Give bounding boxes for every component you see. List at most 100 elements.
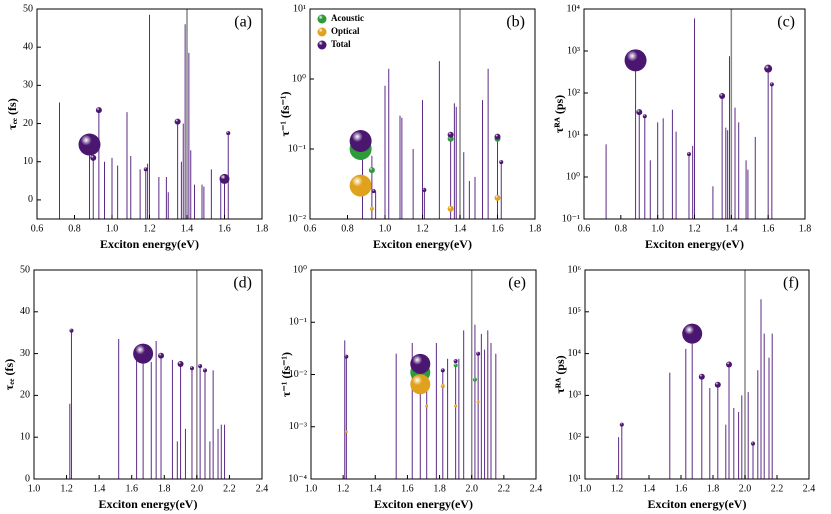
marker-ball [425,404,429,408]
marker-ball [642,114,647,119]
x-axis-label: Exciton energy(eV) [645,237,744,251]
x-tick-label: 1.4 [93,483,106,494]
y-tick-label: 10⁻¹ [288,143,306,154]
x-tick-label: 1.2 [143,223,156,234]
y-tick-label: 10 [23,156,33,167]
x-tick-label: 2.2 [771,483,784,494]
marker-ball [143,167,148,172]
y-tick-label: 20 [20,390,30,401]
panel-label: (a) [234,14,252,31]
marker-ball [90,154,97,161]
y-tick-label: 0 [25,473,30,484]
x-tick-label: 1.2 [688,223,701,234]
y-tick-label: 10⁻¹ [289,317,307,328]
marker-ball [682,323,703,344]
marker-ball [189,366,194,371]
marker-ball [371,189,376,194]
marker-ball [158,352,165,359]
x-tick-label: 0.8 [68,223,81,234]
marker-ball [636,109,643,116]
y-tick-label: 40 [23,41,33,52]
marker-ball [476,400,480,404]
y-tick-label: 10⁴ [568,348,582,359]
x-tick-label: 1.4 [181,223,194,234]
marker-ball [624,49,647,72]
marker-ball [453,363,458,368]
x-tick-label: 0.6 [578,223,591,234]
plot-frame [584,269,810,480]
x-tick-label: 1.4 [454,223,467,234]
x-tick-label: 1.2 [337,483,350,494]
marker-ball [454,404,458,408]
x-tick-label: 1.8 [529,223,542,234]
marker-ball [349,174,372,197]
y-tick-label: 10⁻² [288,213,306,224]
y-tick-label: 10⁵ [568,306,582,317]
x-tick-label: 1.0 [379,223,392,234]
x-tick-label: 1.8 [707,483,720,494]
y-tick-label: 30 [20,348,30,359]
y-tick-label: 10 [20,431,30,442]
marker-ball [751,441,755,446]
x-tick-label: 2.4 [530,483,543,494]
y-tick-label: 10⁻³ [289,421,307,432]
marker-ball [95,107,102,114]
y-tick-label: 20 [23,118,33,129]
y-axis-label: τₑₑ (fs) [5,98,19,129]
marker-ball [219,173,230,184]
x-axis-label: Exciton energy(eV) [99,497,198,511]
x-tick-label: 1.6 [125,483,138,494]
x-tick-label: 0.6 [31,223,44,234]
x-tick-label: 2.0 [191,483,204,494]
y-tick-label: 10³ [567,45,580,56]
marker-ball [344,430,348,434]
x-axis-label: Exciton energy(eV) [100,237,199,251]
legend-label: Acoustic [331,13,364,23]
x-tick-label: 1.2 [416,223,429,234]
y-tick-label: 50 [23,3,33,14]
y-tick-label: 10¹ [568,473,581,484]
x-tick-label: 1.0 [579,483,592,494]
y-tick-label: 10⁰ [293,264,307,275]
marker-ball [69,328,74,333]
y-tick-label: 10³ [568,390,581,401]
x-tick-label: 2.2 [223,483,236,494]
x-tick-label: 1.2 [611,483,624,494]
marker-ball [447,205,454,212]
marker-ball [453,359,458,364]
y-tick-label: 10² [567,87,580,98]
marker-ball [410,353,431,374]
x-tick-label: 2.4 [256,483,269,494]
marker-ball [349,130,372,153]
marker-ball [440,368,445,373]
legend-marker [317,40,327,50]
marker-ball [686,152,691,157]
marker-ball [368,167,375,174]
x-tick-label: 1.8 [158,483,171,494]
y-tick-label: 10⁴ [567,3,581,14]
y-tick-label: 10² [568,431,581,442]
x-tick-label: 1.4 [643,483,656,494]
x-tick-label: 1.6 [218,223,231,234]
marker-ball [226,131,231,136]
panel-label: (f) [783,275,799,292]
marker-ball [494,133,501,140]
marker-ball [764,64,773,73]
marker-ball [174,118,181,125]
marker-ball [719,92,726,99]
marker-ball [133,343,154,364]
x-tick-label: 1.4 [369,483,382,494]
legend-label: Optical [331,26,360,36]
y-tick-label: 10⁶ [568,264,582,275]
y-tick-label: 40 [20,306,30,317]
marker-ball [203,368,207,373]
y-tick-label: 0 [28,194,33,205]
y-axis-label: τᴿᴬ (ps) [552,95,566,133]
panel-label: (c) [777,14,795,31]
x-tick-label: 2.4 [803,483,816,494]
legend-marker [317,14,327,24]
x-tick-label: 0.6 [304,223,317,234]
marker-ball [410,374,431,395]
marker-ball [472,377,477,382]
